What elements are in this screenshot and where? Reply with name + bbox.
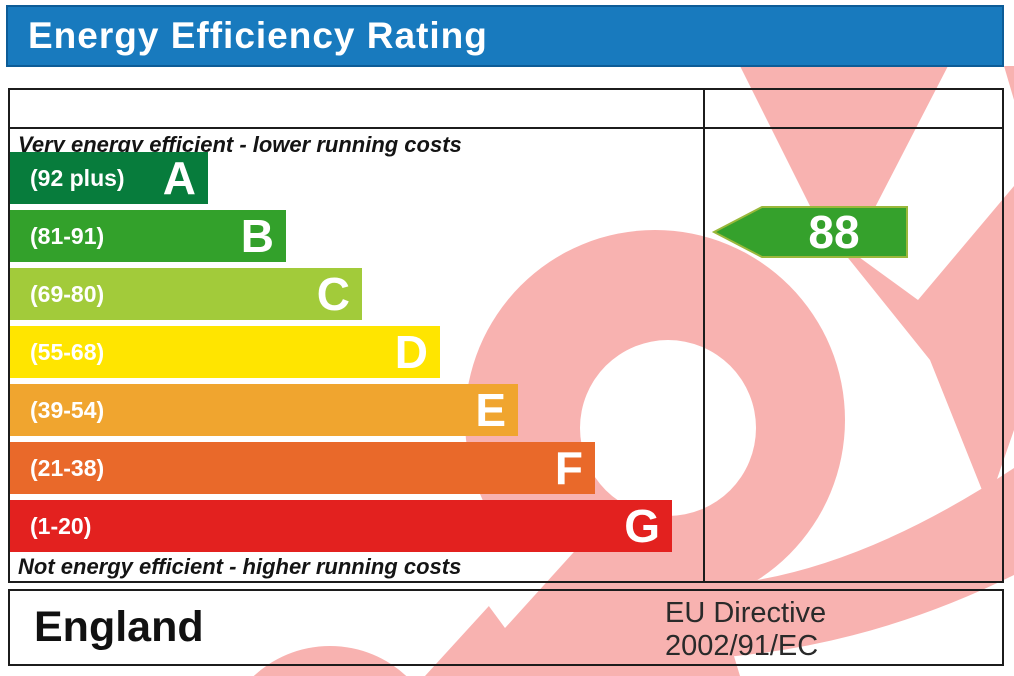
band-range-label: (39-54) (30, 396, 105, 423)
region-label: England (34, 603, 204, 651)
current-rating-value: 88 (808, 206, 860, 258)
rating-chart-box: Very energy efficient - lower running co… (8, 88, 1004, 583)
band-G: (1-20) G (10, 500, 672, 552)
band-D: (55-68) D (10, 326, 440, 378)
eu-directive-label: EU Directive 2002/91/EC (665, 597, 826, 663)
current-rating-arrow: 88 (710, 204, 910, 260)
rating-bands: (92 plus) A (81-91) B (69-80) C (55-68) D (39-54… (10, 152, 672, 558)
eu-directive-line1: EU Directive (665, 597, 827, 629)
page-title: Energy Efficiency Rating (28, 15, 488, 56)
band-letter: B (240, 210, 274, 262)
band-E: (39-54) E (10, 384, 518, 436)
column-divider (703, 90, 705, 581)
band-letter: G (624, 500, 660, 552)
band-range-label: (21-38) (30, 454, 105, 481)
bottom-note: Not energy efficient - higher running co… (18, 554, 462, 579)
band-range-label: (55-68) (30, 338, 105, 365)
band-letter: E (475, 384, 506, 436)
band-B: (81-91) B (10, 210, 286, 262)
watermark-white-cutouts (452, 66, 1014, 628)
footer-box: England EU Directive 2002/91/EC (8, 589, 1004, 666)
band-range-label: (1-20) (30, 512, 92, 539)
band-F: (21-38) F (10, 442, 595, 494)
band-letter: F (554, 442, 583, 494)
title-bar: Energy Efficiency Rating (6, 5, 1004, 67)
band-A: (92 plus) A (10, 152, 208, 204)
band-range-label: (92 plus) (30, 164, 125, 191)
eu-directive-line2: 2002/91/EC (665, 630, 819, 663)
band-letter: D (394, 326, 428, 378)
band-letter: A (162, 152, 196, 204)
band-letter: C (316, 268, 350, 320)
band-range-label: (69-80) (30, 280, 105, 307)
left-arrow-icon (711, 206, 908, 258)
band-range-label: (81-91) (30, 222, 105, 249)
band-C: (69-80) C (10, 268, 362, 320)
header-row-divider (10, 127, 1002, 129)
